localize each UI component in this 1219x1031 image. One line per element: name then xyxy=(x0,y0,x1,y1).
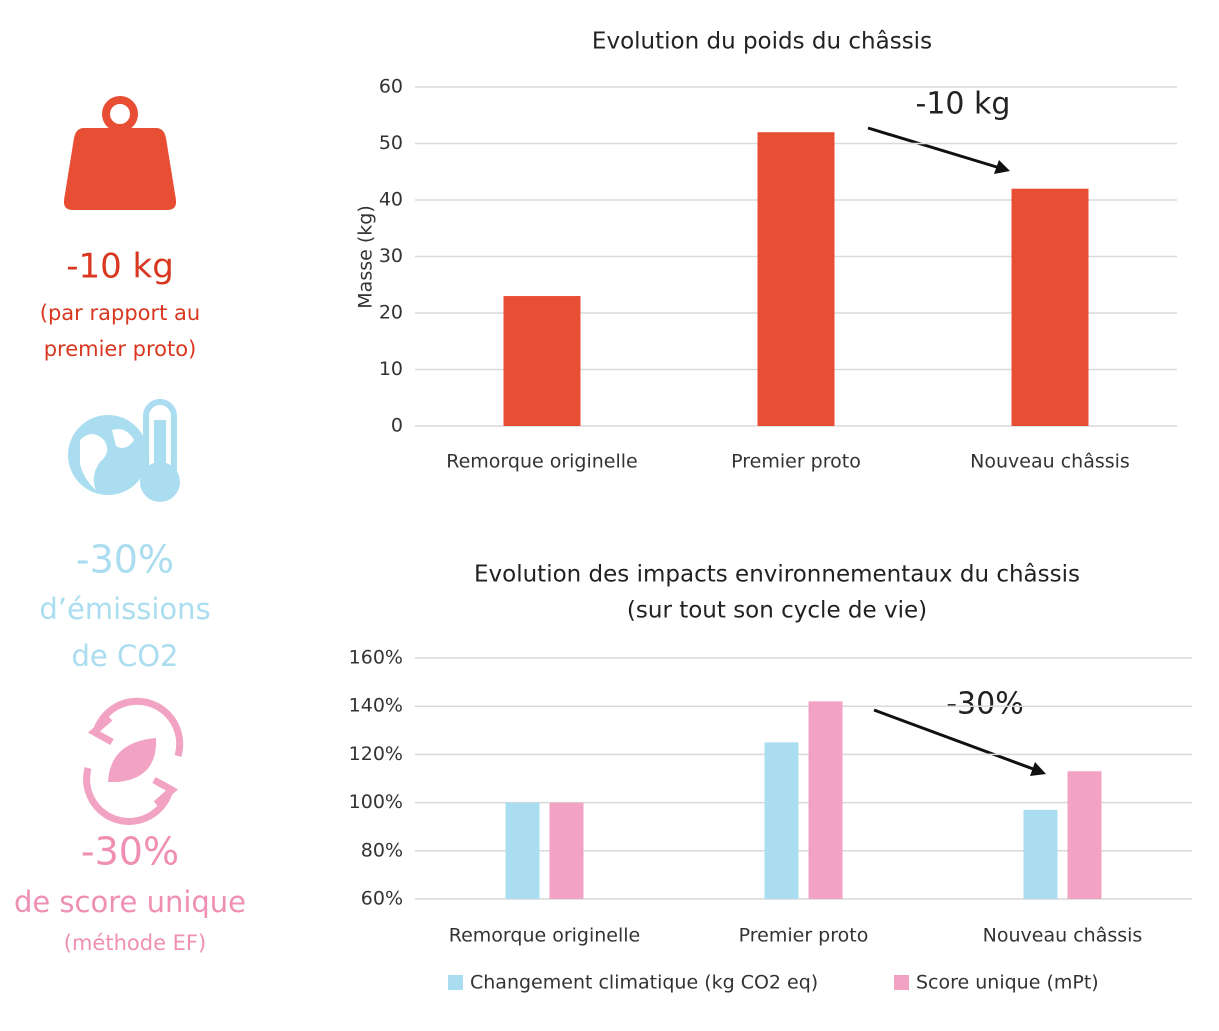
annotation-arrow xyxy=(873,708,1046,776)
x-tick-label: Premier proto xyxy=(731,451,861,473)
x-tick-label: Premier proto xyxy=(739,925,869,947)
y-tick-label: 100% xyxy=(349,791,403,813)
score-note: de score unique xyxy=(14,885,246,919)
score-note: (méthode EF) xyxy=(64,931,206,955)
y-tick-label: 80% xyxy=(361,839,403,861)
legend-swatch xyxy=(894,975,909,990)
y-tick-label: 140% xyxy=(349,695,403,717)
legend-label: Changement climatique (kg CO2 eq) xyxy=(470,972,818,994)
annotation: -30% xyxy=(946,687,1024,722)
score-headline: -30% xyxy=(81,830,179,874)
x-tick-label: Remorque originelle xyxy=(446,451,638,473)
y-tick-label: 20 xyxy=(379,302,403,324)
y-tick-label: 0 xyxy=(391,415,403,437)
y-tick-label: 120% xyxy=(349,743,403,765)
y-tick-label: 60% xyxy=(361,888,403,910)
climate-icon xyxy=(68,399,180,502)
bar xyxy=(503,296,581,426)
annotation: -10 kg xyxy=(916,87,1011,122)
y-tick-label: 50 xyxy=(379,132,403,154)
annotation-arrow xyxy=(867,126,1010,174)
chart-subtitle: (sur tout son cycle de vie) xyxy=(627,598,927,624)
y-tick-label: 40 xyxy=(379,189,403,211)
weight-note: (par rapport au xyxy=(40,301,200,325)
x-tick-label: Remorque originelle xyxy=(449,925,641,947)
chart-title: Evolution du poids du châssis xyxy=(592,29,932,55)
x-tick-label: Nouveau châssis xyxy=(983,925,1143,947)
bar xyxy=(549,802,584,899)
y-axis-label: Masse (kg) xyxy=(355,205,377,308)
weight-icon xyxy=(63,96,177,210)
weight-note: premier proto) xyxy=(44,337,197,361)
weight-headline: -10 kg xyxy=(66,247,174,287)
y-tick-label: 10 xyxy=(379,358,403,380)
bar xyxy=(1067,771,1102,899)
y-tick-label: 60 xyxy=(379,76,403,98)
legend-label: Score unique (mPt) xyxy=(916,972,1099,994)
bar xyxy=(505,802,540,899)
legend-swatch xyxy=(448,975,463,990)
y-tick-label: 30 xyxy=(379,245,403,267)
chart-title: Evolution des impacts environnementaux d… xyxy=(474,562,1080,588)
bar xyxy=(1023,809,1058,899)
bar xyxy=(757,132,835,426)
climate-note: de CO2 xyxy=(72,639,179,673)
bar xyxy=(808,701,843,899)
climate-note: d’émissions xyxy=(39,592,210,626)
bar xyxy=(1011,188,1089,426)
y-tick-label: 160% xyxy=(349,647,403,669)
bar xyxy=(764,742,799,899)
x-tick-label: Nouveau châssis xyxy=(970,451,1130,473)
climate-headline: -30% xyxy=(76,538,174,582)
score-icon xyxy=(83,697,184,825)
